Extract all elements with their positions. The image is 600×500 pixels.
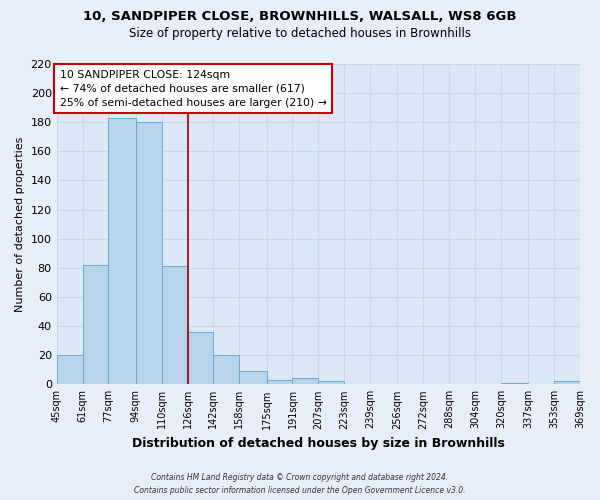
- Bar: [239, 371, 266, 384]
- Bar: [136, 122, 161, 384]
- Bar: [266, 380, 292, 384]
- Bar: [109, 118, 136, 384]
- Bar: [83, 265, 109, 384]
- X-axis label: Distribution of detached houses by size in Brownhills: Distribution of detached houses by size …: [132, 437, 505, 450]
- Bar: [161, 266, 188, 384]
- Text: Size of property relative to detached houses in Brownhills: Size of property relative to detached ho…: [129, 28, 471, 40]
- Bar: [56, 355, 83, 384]
- Text: 10, SANDPIPER CLOSE, BROWNHILLS, WALSALL, WS8 6GB: 10, SANDPIPER CLOSE, BROWNHILLS, WALSALL…: [83, 10, 517, 23]
- Bar: [319, 382, 344, 384]
- Bar: [501, 383, 529, 384]
- Bar: [214, 355, 239, 384]
- Y-axis label: Number of detached properties: Number of detached properties: [15, 136, 25, 312]
- Bar: [554, 382, 580, 384]
- Text: 10 SANDPIPER CLOSE: 124sqm
← 74% of detached houses are smaller (617)
25% of sem: 10 SANDPIPER CLOSE: 124sqm ← 74% of deta…: [60, 70, 327, 108]
- Bar: [188, 332, 214, 384]
- Text: Contains HM Land Registry data © Crown copyright and database right 2024.
Contai: Contains HM Land Registry data © Crown c…: [134, 474, 466, 495]
- Bar: [292, 378, 319, 384]
